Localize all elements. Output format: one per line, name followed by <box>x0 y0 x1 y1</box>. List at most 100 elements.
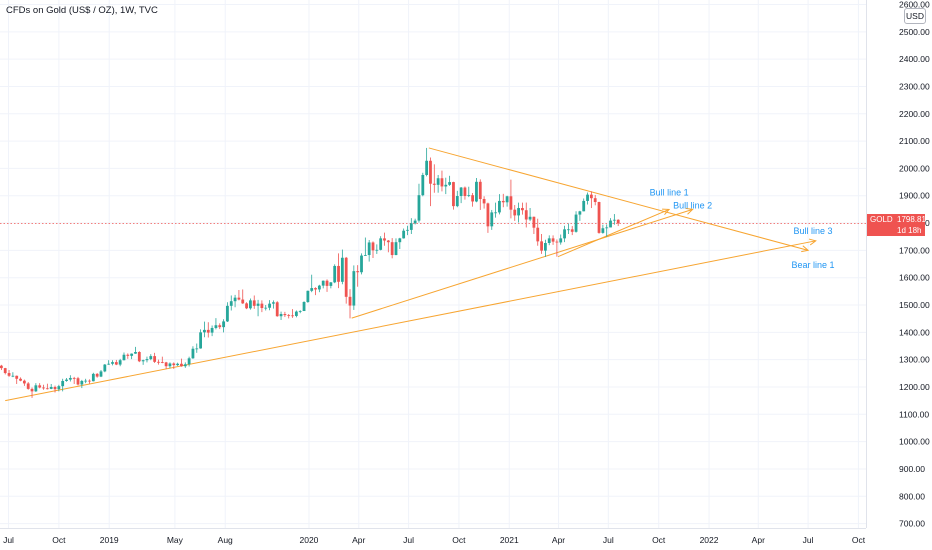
candle <box>53 385 57 393</box>
time-tick-label: Jul <box>603 535 614 545</box>
chart-title: CFDs on Gold (US$ / OZ), 1W, TVC <box>6 5 158 16</box>
candle-body <box>398 238 402 243</box>
candle-body <box>145 359 149 361</box>
candle <box>160 356 164 364</box>
time-axis[interactable]: Jul Oct 2019 May Aug 2020 Apr Jul Oct 2021 Apr Jul O… <box>3 535 866 545</box>
candle-body <box>582 200 586 212</box>
trendline-arrowhead <box>685 207 694 215</box>
candle-body <box>149 356 153 360</box>
candle-body <box>317 285 321 290</box>
candle <box>260 300 264 313</box>
candle <box>501 193 505 208</box>
candle-body <box>298 311 302 312</box>
candle <box>540 233 543 254</box>
candle <box>275 301 279 317</box>
candle-body <box>237 297 241 300</box>
candle <box>203 321 206 338</box>
candle-body <box>34 385 38 392</box>
candle-body <box>134 352 137 354</box>
candle <box>22 379 26 386</box>
candle-body <box>291 315 294 317</box>
time-tick-label: Apr <box>352 535 365 545</box>
price-axis[interactable]: 700.00 800.00 900.00 1000.00 1100.00 1200.00 1… <box>899 0 930 529</box>
candle-body <box>42 387 45 389</box>
candle-body <box>160 362 164 363</box>
candle-body <box>302 302 306 312</box>
price-tick-label: 1200.00 <box>899 382 930 392</box>
candle <box>38 383 42 389</box>
candle-body <box>252 300 256 306</box>
candle-body <box>256 303 260 306</box>
price-tick-label: 800.00 <box>899 491 925 501</box>
candle <box>452 181 455 210</box>
candle-body <box>505 196 509 203</box>
candle-body <box>168 363 172 367</box>
candle <box>555 239 559 257</box>
candle-body <box>68 377 72 380</box>
candle <box>42 384 45 390</box>
time-tick-label: May <box>167 535 184 545</box>
candle-body <box>210 327 214 333</box>
candle-body <box>260 303 264 309</box>
candle-body <box>448 182 452 185</box>
candle <box>578 210 582 221</box>
candle <box>344 256 348 304</box>
candle <box>126 353 130 359</box>
price-tick-label: 2500.00 <box>899 27 930 37</box>
time-tick-label: Oct <box>452 535 466 545</box>
trendline <box>557 208 670 258</box>
candle-body <box>612 219 616 221</box>
candle <box>222 319 225 333</box>
candle <box>114 359 118 366</box>
time-tick-label: 2022 <box>700 535 719 545</box>
time-tick-label: Jul <box>803 535 814 545</box>
time-tick-label: 2020 <box>300 535 319 545</box>
candle-body <box>417 195 421 221</box>
candle <box>153 352 157 363</box>
candle-body <box>490 212 494 227</box>
candle <box>586 192 589 205</box>
candle-body <box>513 209 517 216</box>
candle <box>609 218 612 228</box>
trendlines[interactable] <box>5 147 817 402</box>
candle-body <box>524 210 528 220</box>
candle <box>589 191 593 209</box>
candle <box>444 177 448 195</box>
candle <box>528 208 532 222</box>
current-price-value: 1798.81 <box>897 215 926 224</box>
candle-body <box>88 380 91 382</box>
candle <box>616 219 620 227</box>
price-tick-label: 2000.00 <box>899 163 930 173</box>
candle <box>532 216 536 234</box>
candle <box>570 226 574 236</box>
candle <box>145 356 149 363</box>
candle-body <box>356 271 360 273</box>
candle <box>0 364 3 371</box>
candle-body <box>386 240 390 243</box>
candle-body <box>616 219 620 224</box>
candle <box>360 253 363 275</box>
candle <box>11 372 15 378</box>
candle <box>61 378 65 392</box>
candle <box>566 223 570 234</box>
candle-body <box>547 238 551 244</box>
candle-body <box>521 208 524 211</box>
candle <box>390 238 394 259</box>
candle-body <box>49 386 53 389</box>
candle <box>356 265 360 287</box>
candle <box>612 214 616 225</box>
candle <box>348 289 352 319</box>
candle-body <box>452 182 455 207</box>
candle-body <box>589 194 593 199</box>
candle-body <box>0 365 3 369</box>
candle-body <box>126 354 130 356</box>
time-tick-label: Jul <box>403 535 414 545</box>
candle <box>310 274 314 293</box>
trendline <box>428 147 809 251</box>
currency-button[interactable]: USD <box>904 8 926 24</box>
candle <box>482 196 486 209</box>
price-tick-label: 2200.00 <box>899 109 930 119</box>
candle-body <box>390 242 394 256</box>
candle <box>34 383 38 392</box>
